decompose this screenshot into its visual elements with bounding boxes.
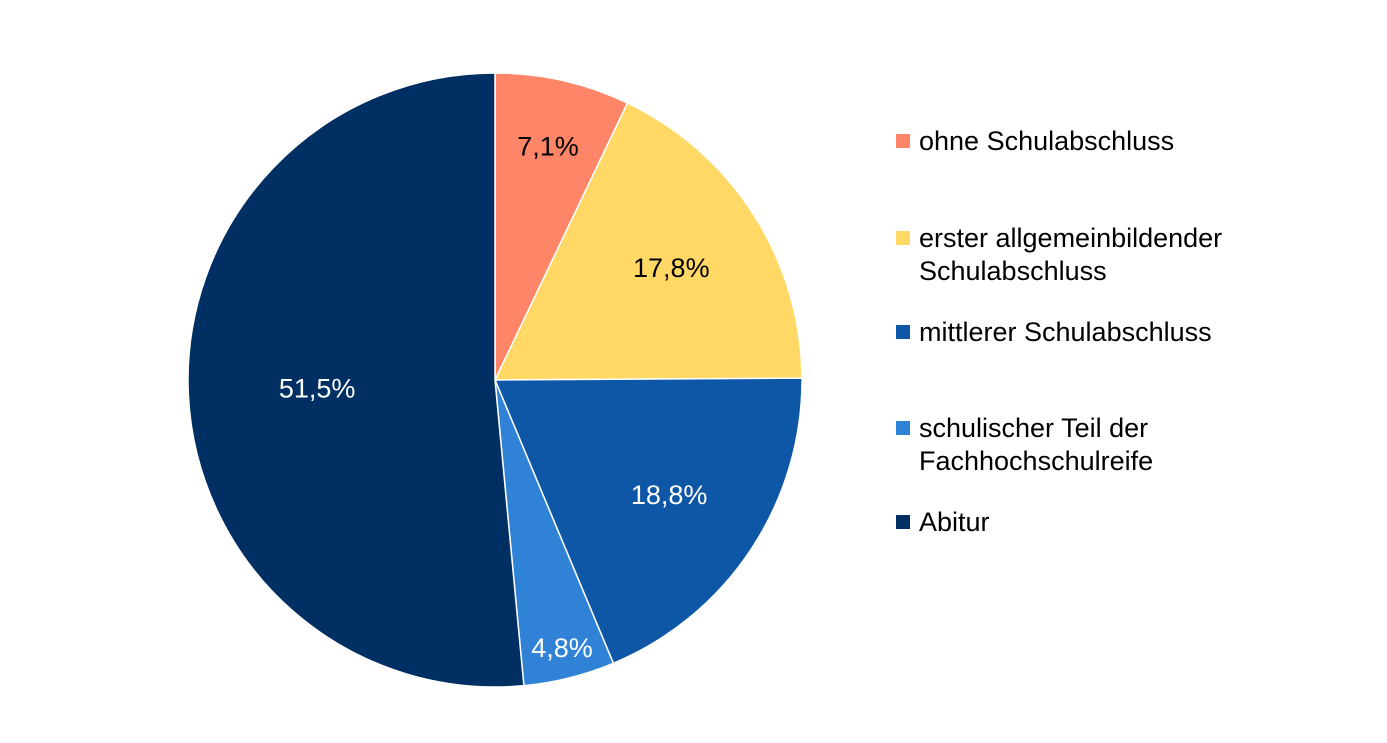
slice-label-ohne-schulabschluss: 7,1% — [517, 132, 579, 162]
legend-swatch — [896, 325, 910, 339]
pie-slice-ohne-schulabschluss — [494, 72, 629, 381]
slice-label-abitur: 51,5% — [279, 373, 356, 403]
legend-item-mittlerer-schulabschluss: mittlerer Schulabschluss — [896, 316, 1212, 349]
legend-swatch — [896, 421, 910, 435]
legend-label: Abitur — [919, 507, 990, 537]
legend-swatch — [896, 231, 910, 245]
legend: ohne Schulabschluss erster allgemeinbild… — [896, 0, 1376, 743]
pie-slices — [187, 72, 803, 688]
pie-slice-mittlerer-schulabschluss — [493, 377, 803, 665]
slice-label-schulischer-teil-der-fachhochschulreife: 4,8% — [531, 633, 593, 663]
pie-slice-erster-allgemeinbildender-schulabschluss — [493, 102, 803, 381]
legend-item-abitur: Abitur — [896, 506, 990, 539]
legend-label: mittlerer Schulabschluss — [919, 317, 1212, 347]
pie-slice-abitur — [187, 72, 525, 688]
legend-swatch — [896, 134, 910, 148]
legend-item-schulischer-teil-der-fachhochschulreife: schulischer Teil der Fachhochschulreife — [896, 412, 1153, 478]
slice-label-mittlerer-schulabschluss: 18,8% — [631, 480, 708, 510]
slice-label-erster-allgemeinbildender-schulabschluss: 17,8% — [633, 253, 710, 283]
pie-slice-labels: 7,1% 17,8% 18,8% 4,8% 51,5% — [279, 132, 710, 664]
legend-item-erster-allgemeinbildender-schulabschluss: erster allgemeinbildender Schulabschluss — [896, 222, 1222, 288]
legend-swatch — [896, 515, 910, 529]
legend-item-ohne-schulabschluss: ohne Schulabschluss — [896, 125, 1174, 158]
legend-label: erster allgemeinbildender Schulabschluss — [919, 223, 1223, 286]
legend-label: ohne Schulabschluss — [919, 126, 1175, 156]
legend-label: schulischer Teil der Fachhochschulreife — [919, 413, 1154, 476]
